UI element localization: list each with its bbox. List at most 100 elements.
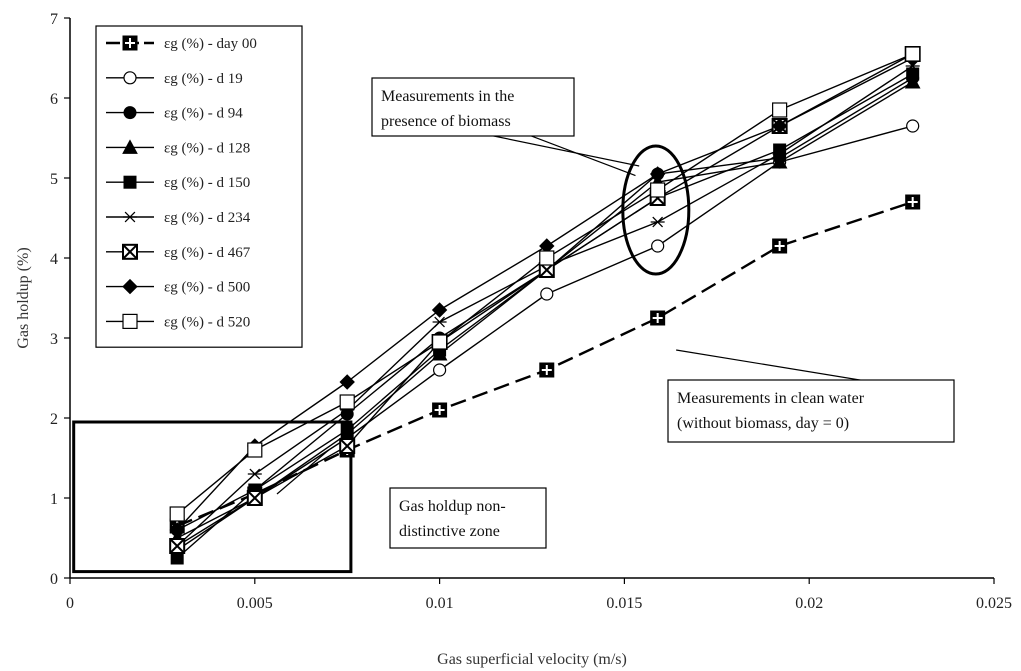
- x-tick-label: 0.005: [237, 595, 273, 612]
- legend-entry: εg (%) - d 19: [106, 71, 243, 87]
- marker: [247, 468, 262, 480]
- marker: [906, 67, 920, 81]
- annotation-biomass-frame: [371, 77, 575, 137]
- legend-entry: εg (%) - day 00: [106, 35, 257, 52]
- zone-rect: [72, 420, 353, 574]
- legend-label: εg (%) - d 234: [164, 210, 251, 226]
- callout-line-clean-water: [676, 349, 873, 383]
- marker-detail: [122, 244, 138, 260]
- series-line-4: [176, 73, 914, 559]
- marker: [771, 118, 788, 134]
- non-distinctive-zone-box: [72, 420, 353, 574]
- marker: [905, 60, 920, 72]
- series-line-7: [176, 57, 914, 531]
- annotation-biomass: Measurements in the presence of biomass: [371, 77, 575, 137]
- marker: [772, 102, 788, 118]
- y-tick-label: 5: [50, 171, 58, 188]
- series-lines: [176, 53, 914, 559]
- marker: [122, 139, 138, 154]
- x-axis-title: Gas superficial velocity (m/s): [437, 651, 627, 668]
- y-tick-label: 0: [50, 571, 58, 588]
- annotation-zone-text: distinctive zone: [399, 523, 500, 540]
- marker: [122, 313, 138, 329]
- legend: εg (%) - day 00 εg (%) - d 19 εg (%) - d 9…: [95, 25, 303, 348]
- series-points-8: [169, 46, 921, 522]
- marker-detail: [247, 490, 263, 506]
- marker: [123, 175, 137, 189]
- marker-detail: [169, 538, 185, 554]
- x-tick-label: 0.01: [426, 595, 454, 612]
- legend-entry: εg (%) - d 234: [106, 210, 251, 226]
- legend-entry: εg (%) - d 520: [106, 313, 250, 330]
- marker: [339, 374, 355, 390]
- legend-label: εg (%) - day 00: [164, 36, 257, 52]
- series-line-8: [176, 53, 913, 515]
- legend-label: εg (%) - d 520: [164, 314, 250, 330]
- x-tick-label: 0.025: [976, 595, 1012, 612]
- annotation-clean-water: Measurements in clean water (without biom…: [667, 379, 955, 443]
- legend-entry: εg (%) - d 128: [106, 139, 250, 156]
- marker: [649, 166, 666, 182]
- marker: [651, 239, 665, 253]
- annotation-biomass-text: presence of biomass: [381, 113, 511, 130]
- marker: [540, 287, 554, 301]
- marker: [339, 394, 355, 410]
- marker: [123, 211, 137, 223]
- y-tick-label: 6: [50, 91, 58, 108]
- marker: [123, 71, 137, 85]
- marker: [169, 522, 185, 538]
- marker: [340, 423, 354, 437]
- y-axis-title: Gas holdup (%): [15, 247, 32, 348]
- annotation-clean-water-frame: [667, 379, 955, 443]
- x-tick-label: 0.015: [606, 595, 642, 612]
- series-line-5: [176, 65, 914, 547]
- marker: [650, 182, 666, 198]
- marker: [247, 442, 263, 458]
- legend-label: εg (%) - d 128: [164, 140, 250, 156]
- annotation-clean-water-text: (without biomass, day = 0): [677, 415, 849, 432]
- legend-label: εg (%) - d 500: [164, 280, 250, 296]
- marker: [122, 278, 138, 295]
- marker: [539, 250, 555, 266]
- marker: [432, 334, 448, 350]
- legend-label: εg (%) - d 94: [164, 106, 243, 122]
- biomass-ellipse: [621, 144, 691, 276]
- marker: [771, 153, 788, 169]
- axes: 0 1 2 3 4 5 6 7 0 0.005 0.01 0.015 0.02 0.025: [50, 11, 1012, 612]
- marker-detail: [339, 438, 355, 454]
- callout-line-biomass-1: [483, 133, 640, 167]
- legend-entry: εg (%) - d 150: [106, 175, 250, 191]
- legend-label: εg (%) - d 19: [164, 71, 243, 87]
- marker: [772, 148, 787, 160]
- marker: [169, 506, 185, 522]
- annotation-clean-water-text: Measurements in clean water: [677, 390, 865, 407]
- y-tick-label: 1: [50, 491, 58, 508]
- legend-label: εg (%) - d 150: [164, 175, 250, 191]
- y-tick-label: 3: [50, 331, 58, 348]
- marker: [773, 143, 787, 157]
- marker: [433, 363, 447, 377]
- series-line-2: [176, 77, 914, 531]
- x-tick-label: 0.02: [795, 595, 823, 612]
- y-tick-label: 7: [50, 11, 58, 28]
- marker: [905, 46, 921, 62]
- annotation-zone-frame: [389, 487, 547, 549]
- marker: [904, 73, 921, 89]
- annotation-biomass-text: Measurements in the: [381, 88, 514, 105]
- x-tick-label: 0: [66, 595, 74, 612]
- marker: [123, 106, 137, 120]
- series-markers: [169, 46, 921, 565]
- annotation-zone: Gas holdup non-distinctive zone: [389, 487, 547, 549]
- marker: [650, 216, 665, 228]
- y-tick-label: 4: [50, 251, 58, 268]
- y-tick-label: 2: [50, 411, 58, 428]
- callout-line-zone: [276, 449, 330, 495]
- legend-entry: εg (%) - d 500: [106, 278, 250, 296]
- marker: [432, 316, 447, 328]
- annotation-zone-text: Gas holdup non-: [399, 498, 506, 515]
- legend-label: εg (%) - d 467: [164, 245, 251, 261]
- marker: [906, 119, 920, 133]
- marker: [431, 302, 448, 318]
